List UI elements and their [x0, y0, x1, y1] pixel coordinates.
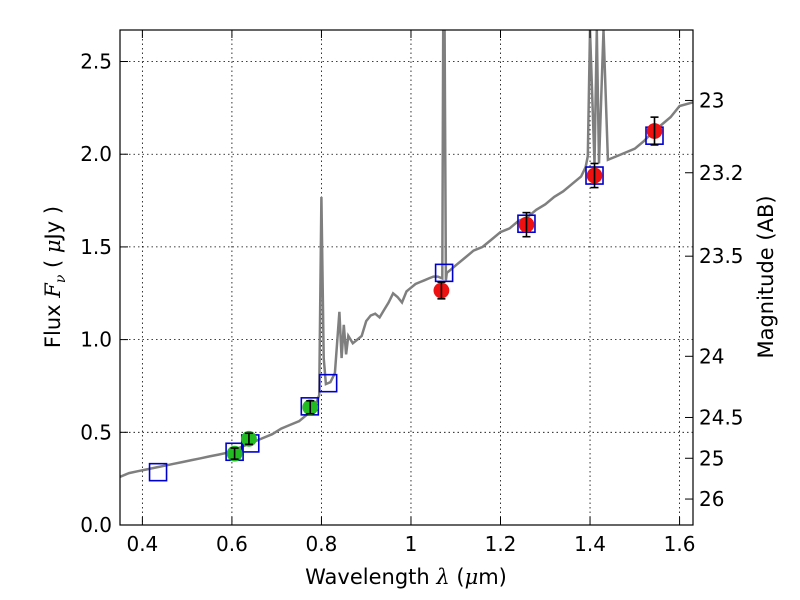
right-tick-label: 25 — [699, 446, 724, 470]
y-tick-label: 2.5 — [80, 50, 112, 74]
y-tick-label: 1.0 — [80, 328, 112, 352]
x-tick-label: 0.8 — [306, 532, 338, 556]
y-tick-label: 0.5 — [80, 420, 112, 444]
right-tick-label: 23 — [699, 88, 724, 112]
x-tick-label: 1.2 — [485, 532, 517, 556]
x-axis-label: Wavelength λ (μm) — [305, 565, 507, 589]
right-tick-label: 26 — [699, 487, 724, 511]
axis-ticks: 0.4 0.6 0.8 1 1.2 1.4 1.6 0.0 0.5 1.0 1.5 2.0 2.5 23 2… — [80, 30, 744, 556]
model-square-marker — [148, 462, 168, 482]
y-axis-label: Flux Fν ( μJy ) — [41, 206, 69, 348]
right-tick-label: 23.5 — [699, 244, 744, 268]
x-tick-label: 0.4 — [126, 532, 158, 556]
right-tick-label: 23.2 — [699, 161, 744, 185]
x-tick-label: 1.4 — [574, 532, 606, 556]
plot-frame — [119, 29, 694, 526]
grid-lines — [120, 30, 693, 526]
y-tick-label: 0.0 — [80, 513, 112, 537]
x-tick-label: 1 — [405, 532, 418, 556]
photometry-marks — [148, 116, 664, 482]
right-tick-label: 24.5 — [699, 405, 744, 429]
model-square-marker — [318, 373, 338, 393]
x-tick-label: 0.6 — [216, 532, 248, 556]
y-tick-label: 1.5 — [80, 235, 112, 259]
y-tick-label: 2.0 — [80, 142, 112, 166]
right-axis-label: Magnitude (AB) — [754, 195, 778, 358]
right-tick-label: 24 — [699, 344, 724, 368]
x-tick-label: 1.6 — [664, 532, 696, 556]
